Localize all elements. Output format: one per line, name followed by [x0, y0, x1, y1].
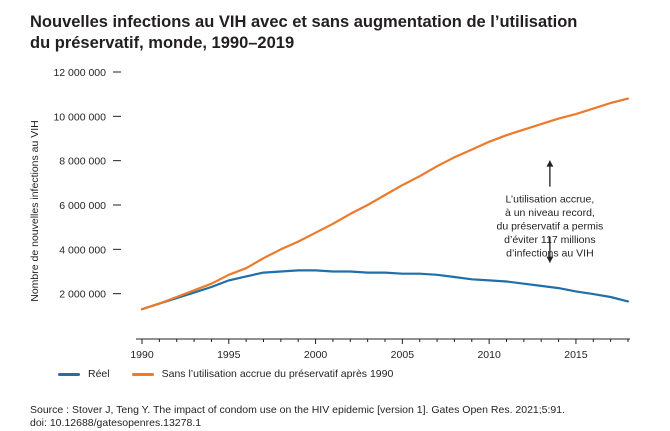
legend-swatch-reel	[58, 372, 80, 376]
annotation-line-4: d’éviter 117 millions	[504, 234, 595, 246]
x-tick-label-2015: 2015	[564, 349, 588, 361]
chart-title-line-2: du préservatif, monde, 1990–2019	[30, 34, 295, 52]
annotation: L’utilisation accrue,à un niveau record,…	[496, 160, 603, 263]
annotation-line-2: à un niveau record,	[505, 207, 595, 219]
y-tick-label-0: 2 000 000	[59, 289, 106, 301]
y-tick-label-4: 10 000 000	[53, 111, 106, 123]
legend-item-sans: Sans l’utilisation accrue du préservatif…	[131, 368, 394, 380]
x-axis: 1990 1995 2000 2005 2010 2015	[130, 338, 630, 361]
x-tick-label-2005: 2005	[391, 349, 415, 361]
source-line-2: doi: 10.12688/gatesopenres.13278.1	[30, 417, 202, 429]
y-tick-label-1: 4 000 000	[59, 244, 106, 256]
annotation-arrow-down-head	[546, 256, 554, 263]
y-axis: 2 000 000 4 000 000 6 000 000 8 000 000 10 0…	[53, 67, 121, 301]
source-line-1: Source : Stover J, Teng Y. The impact of…	[30, 404, 566, 416]
legend-label-reel: Réel	[88, 368, 110, 380]
annotation-arrow-up-head	[546, 160, 554, 167]
source-note: Source : Stover J, Teng Y. The impact of…	[30, 404, 650, 430]
x-tick-label-2000: 2000	[304, 349, 328, 361]
chart-title-line-1: Nouvelles infections au VIH avec et sans…	[30, 13, 578, 31]
series-line-reel	[140, 269, 630, 311]
annotation-line-1: L’utilisation accrue,	[506, 194, 595, 206]
x-tick-label-1990: 1990	[130, 349, 154, 361]
legend-swatch-sans	[131, 372, 154, 376]
legend: Réel Sans l’utilisation accrue du préser…	[58, 368, 415, 380]
y-tick-label-3: 8 000 000	[59, 156, 106, 168]
series-layer	[140, 97, 630, 311]
y-tick-label-5: 12 000 000	[53, 67, 106, 79]
x-tick-label-1995: 1995	[217, 349, 241, 361]
chart-title: Nouvelles infections au VIH avec et sans…	[30, 12, 650, 54]
y-axis-title: Nombre de nouvelles infections au VIH	[29, 120, 41, 302]
series-line-sans	[140, 97, 630, 311]
y-tick-label-2: 6 000 000	[59, 200, 106, 212]
legend-label-sans: Sans l’utilisation accrue du préservatif…	[161, 368, 394, 380]
legend-item-reel: Réel	[58, 368, 110, 380]
annotation-line-3: du préservatif a permis	[496, 221, 603, 233]
annotation-line-5: d’infections au VIH	[506, 248, 594, 260]
x-tick-label-2010: 2010	[477, 349, 501, 361]
